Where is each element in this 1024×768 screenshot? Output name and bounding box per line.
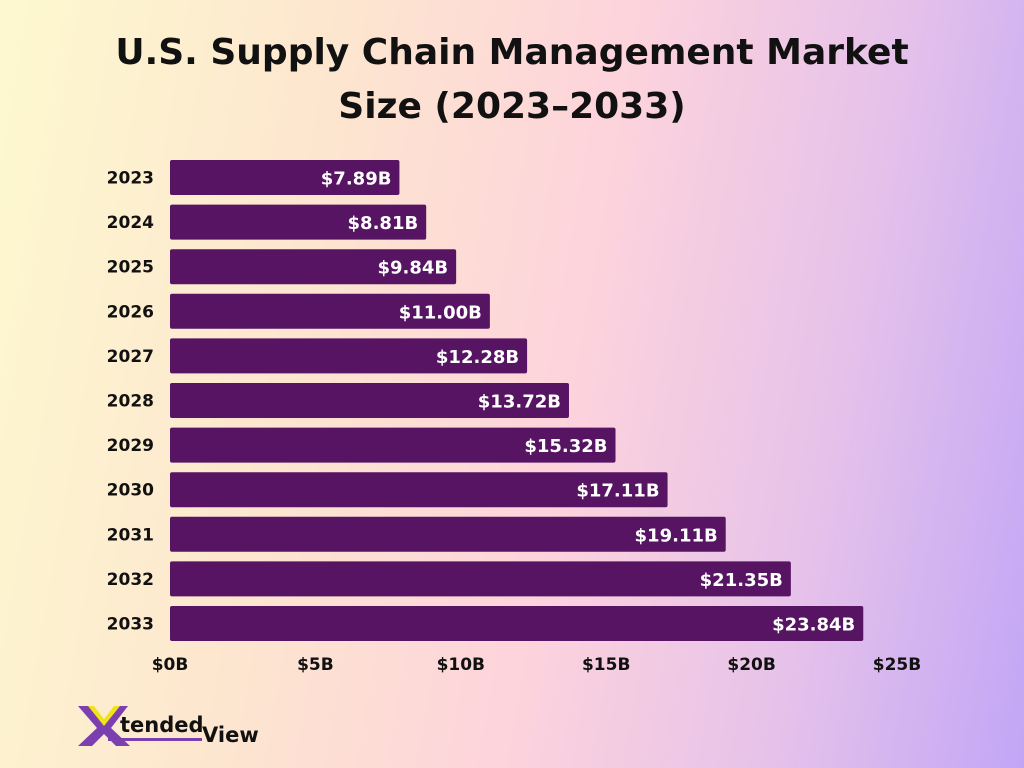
data-label-2025: $9.84B bbox=[377, 258, 448, 279]
bar-2025 bbox=[170, 249, 457, 285]
logo-underline bbox=[108, 738, 202, 741]
category-label-2029: 2029 bbox=[107, 436, 154, 456]
x-tick-label-1: $5B bbox=[297, 655, 334, 675]
bar-2028 bbox=[170, 383, 569, 418]
category-label-2030: 2030 bbox=[107, 481, 154, 501]
category-label-2032: 2032 bbox=[107, 570, 154, 590]
category-label-2026: 2026 bbox=[107, 302, 154, 322]
x-tick-label-4: $20B bbox=[727, 655, 775, 675]
xtendedview-logo: tended View bbox=[78, 706, 259, 747]
data-label-2031: $19.11B bbox=[635, 525, 718, 546]
category-label-2024: 2024 bbox=[107, 213, 154, 233]
bar-2031 bbox=[170, 516, 726, 552]
data-label-2032: $21.35B bbox=[700, 570, 783, 591]
bar-2030 bbox=[170, 472, 668, 508]
data-label-2027: $12.28B bbox=[436, 347, 519, 368]
data-label-2028: $13.72B bbox=[478, 392, 561, 413]
category-label-2025: 2025 bbox=[107, 258, 154, 278]
chart-title: U.S. Supply Chain Management Market Size… bbox=[0, 26, 1024, 134]
bar-2027 bbox=[170, 338, 528, 374]
bar-2033 bbox=[170, 606, 864, 641]
bar-2032 bbox=[170, 561, 791, 597]
x-tick-label-3: $15B bbox=[582, 655, 630, 675]
bar-chart: 2023 $7.89B 2024 $8.81B 2025 $9.84B 2026 $11.00… bbox=[107, 160, 921, 675]
data-label-2024: $8.81B bbox=[348, 213, 419, 234]
x-tick-label-0: $0B bbox=[152, 655, 189, 675]
data-label-2030: $17.11B bbox=[576, 481, 659, 502]
data-label-2029: $15.32B bbox=[524, 436, 607, 457]
chart-title-line-1: U.S. Supply Chain Management Market bbox=[115, 32, 909, 73]
data-label-2033: $23.84B bbox=[772, 615, 855, 636]
logo-x-highlight bbox=[88, 706, 120, 726]
chart-title-line-2: Size (2023–2033) bbox=[338, 86, 686, 127]
logo-text-view: View bbox=[202, 723, 259, 747]
data-label-2026: $11.00B bbox=[399, 302, 482, 323]
bar-2026 bbox=[170, 293, 490, 329]
category-label-2027: 2027 bbox=[107, 347, 154, 367]
bar-2023 bbox=[170, 160, 400, 195]
category-label-2031: 2031 bbox=[107, 525, 154, 545]
category-label-2028: 2028 bbox=[107, 392, 154, 412]
x-tick-label-5: $25B bbox=[873, 655, 921, 675]
category-label-2023: 2023 bbox=[107, 169, 154, 189]
x-tick-label-2: $10B bbox=[437, 655, 485, 675]
bar-2024 bbox=[170, 204, 427, 240]
data-label-2023: $7.89B bbox=[321, 169, 392, 190]
category-label-2033: 2033 bbox=[107, 615, 154, 635]
logo-text-tended: tended bbox=[120, 713, 204, 737]
bar-2029 bbox=[170, 427, 616, 463]
